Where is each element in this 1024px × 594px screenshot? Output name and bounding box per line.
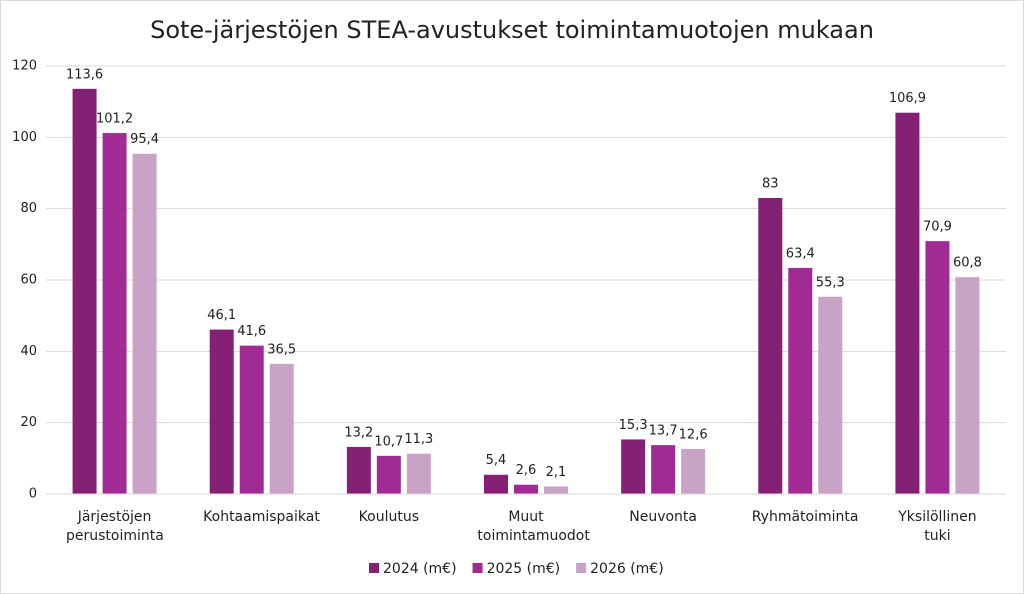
bar <box>621 439 646 494</box>
value-label: 63,4 <box>786 246 815 261</box>
bar <box>788 267 813 494</box>
bar <box>269 363 294 494</box>
bar <box>681 449 706 494</box>
value-label: 60,8 <box>953 256 982 271</box>
value-label: 36,5 <box>267 342 296 357</box>
bar <box>346 446 371 494</box>
value-label: 106,9 <box>889 91 926 106</box>
value-label: 10,7 <box>374 434 403 449</box>
bar <box>376 455 401 494</box>
value-label: 2,6 <box>516 463 537 478</box>
bar <box>895 112 920 495</box>
x-tick-label: Ryhmätoiminta <box>751 509 859 525</box>
value-label: 113,6 <box>66 67 103 82</box>
y-tick-label: 100 <box>12 130 37 145</box>
value-label: 46,1 <box>207 308 236 323</box>
legend-swatch <box>576 563 587 573</box>
bar <box>406 453 431 494</box>
bar <box>818 296 843 494</box>
legend-swatch <box>369 563 379 573</box>
bar <box>132 153 157 495</box>
bar <box>651 445 676 494</box>
bar <box>102 133 127 494</box>
y-tick-label: 0 <box>29 487 37 502</box>
legend-label: 2024 (m€) <box>383 561 457 577</box>
legend-swatch <box>472 563 483 573</box>
bar <box>72 88 97 495</box>
y-tick-label: 20 <box>20 415 37 430</box>
bar <box>209 329 234 494</box>
y-tick-label: 120 <box>12 59 37 74</box>
value-label: 95,4 <box>130 132 159 147</box>
bar <box>514 484 538 494</box>
y-tick-label: 80 <box>20 201 37 216</box>
chart-title: Sote-järjestöjen STEA-avustukset toimint… <box>150 16 874 44</box>
x-tick-label: Järjestöjen perustoiminta <box>66 509 164 544</box>
value-label: 70,9 <box>923 220 952 235</box>
y-tick-label: 60 <box>20 273 37 288</box>
x-tick-label: Muut toimintamuodot <box>477 509 590 544</box>
bar <box>955 277 980 494</box>
x-tick-label: Kohtaamispaikat <box>203 509 320 525</box>
value-label: 2,1 <box>546 465 567 480</box>
bar <box>484 474 508 494</box>
value-label: 11,3 <box>404 432 433 447</box>
value-label: 83 <box>762 176 779 191</box>
bar <box>758 197 783 494</box>
value-label: 12,6 <box>679 428 708 443</box>
value-label: 101,2 <box>96 112 133 127</box>
value-label: 55,3 <box>816 275 845 290</box>
x-tick-label: Neuvonta <box>629 509 698 525</box>
value-label: 13,7 <box>649 424 678 439</box>
bar <box>239 345 264 494</box>
bar <box>925 241 950 494</box>
y-tick-label: 40 <box>20 344 37 359</box>
x-tick-label: Yksilöllinen tuki <box>898 509 977 544</box>
value-label: 13,2 <box>344 425 373 440</box>
value-label: 41,6 <box>237 324 266 339</box>
value-label: 5,4 <box>486 453 507 468</box>
legend-label: 2025 (m€) <box>487 561 561 577</box>
bar <box>544 486 568 494</box>
value-label: 15,3 <box>619 418 648 433</box>
legend-label: 2026 (m€) <box>590 561 664 577</box>
x-tick-label: Koulutus <box>358 509 420 525</box>
